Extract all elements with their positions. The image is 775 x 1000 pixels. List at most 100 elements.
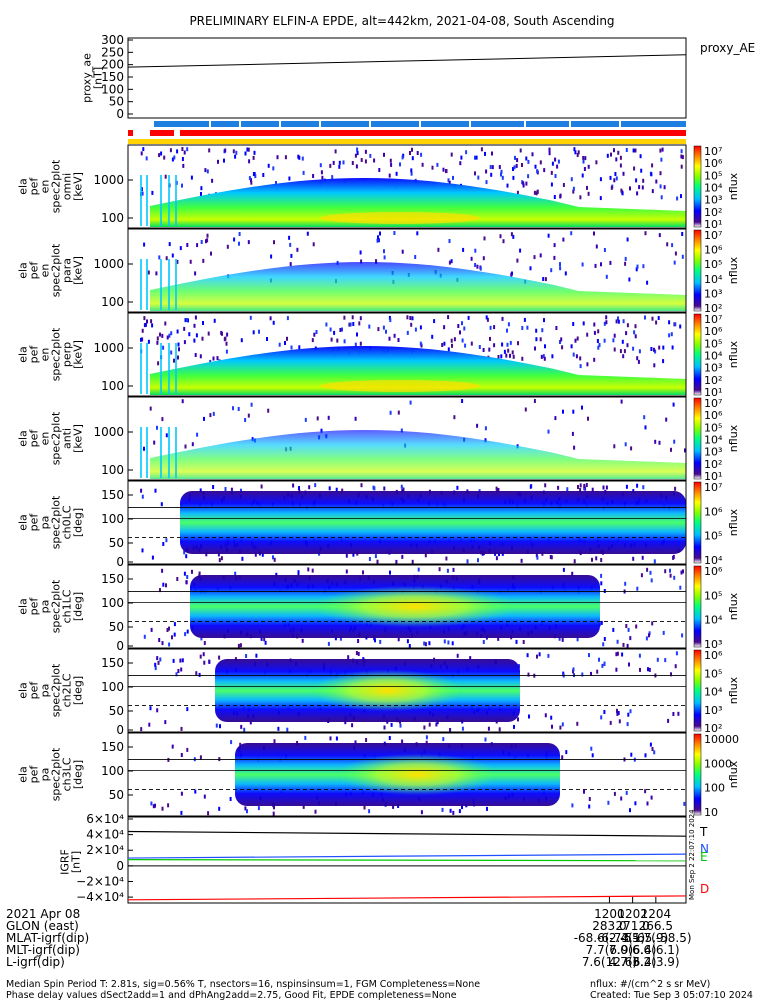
noise-pixel — [491, 151, 493, 156]
noise-pixel — [536, 169, 539, 174]
noise-pixel — [414, 327, 417, 332]
x-row-value: 266.5 — [639, 919, 673, 933]
noise-pixel — [196, 243, 199, 248]
noise-pixel — [208, 148, 211, 153]
ylabel-line: [deg] — [72, 592, 85, 621]
energy-band — [150, 430, 686, 479]
noise-pixel — [470, 341, 473, 346]
colorbar-label: nflux — [727, 592, 740, 620]
noise-pixel — [581, 173, 584, 178]
noise-pixel — [573, 673, 575, 678]
noise-pixel — [516, 190, 519, 195]
noise-pixel — [572, 322, 575, 326]
colorbar-tick: 10¹ — [704, 218, 722, 231]
noise-pixel — [522, 183, 525, 188]
noise-pixel — [246, 147, 249, 152]
igrf-tick-label: 2×10⁴ — [86, 843, 124, 857]
noise-pixel — [603, 248, 606, 252]
noise-pixel — [562, 183, 565, 187]
noise-pixel — [168, 626, 170, 631]
noise-pixel — [536, 555, 539, 560]
noise-pixel — [478, 345, 481, 349]
pitch-angle-hotspot — [311, 669, 464, 712]
noise-pixel — [433, 319, 436, 324]
noise-pixel — [551, 724, 553, 729]
colorbar-tick: 10⁶ — [704, 325, 723, 338]
noise-pixel — [157, 660, 160, 665]
noise-pixel — [447, 178, 450, 183]
colorbar-tick: 10⁶ — [704, 409, 723, 422]
noise-pixel — [672, 402, 675, 407]
noise-pixel — [183, 550, 186, 555]
noise-pixel — [201, 336, 204, 341]
ae-tick-label: 0 — [116, 107, 124, 121]
noise-pixel — [658, 440, 661, 445]
colorbar-tick: 10⁶ — [704, 157, 723, 170]
noise-pixel — [438, 567, 441, 572]
noise-pixel — [487, 726, 490, 731]
noise-pixel — [249, 720, 252, 725]
noise-pixel — [595, 244, 598, 249]
noise-pixel — [605, 485, 608, 490]
noise-pixel — [436, 162, 439, 167]
noise-pixel — [187, 318, 189, 323]
noise-pixel — [525, 156, 528, 161]
noise-pixel — [377, 327, 380, 332]
noise-pixel — [161, 333, 164, 338]
noise-pixel — [659, 184, 662, 189]
noise-pixel — [553, 255, 556, 260]
ylabel-line: anti — [61, 428, 74, 449]
ylabel-line: ela — [17, 430, 30, 447]
noise-pixel — [383, 249, 385, 254]
noise-pixel — [502, 239, 505, 244]
y-tick-label: 100 — [101, 680, 124, 694]
noise-pixel — [273, 805, 275, 810]
noise-pixel — [147, 270, 150, 275]
noise-pixel — [316, 416, 319, 421]
noise-pixel — [630, 752, 633, 757]
noise-pixel — [628, 277, 631, 282]
noise-pixel — [505, 353, 508, 358]
noise-pixel — [644, 425, 647, 430]
noise-pixel — [627, 627, 630, 632]
noise-pixel — [524, 407, 527, 412]
noise-pixel — [635, 267, 638, 272]
noise-pixel — [313, 332, 316, 337]
noise-pixel — [633, 166, 636, 171]
x-row-value: 7.6(12.6) — [582, 955, 637, 969]
noise-pixel — [512, 234, 515, 239]
noise-pixel — [383, 725, 386, 730]
noise-pixel — [620, 796, 623, 801]
noise-pixel — [399, 723, 402, 728]
noise-pixel — [599, 177, 602, 182]
noise-pixel — [600, 715, 603, 720]
noise-pixel — [177, 342, 180, 347]
noise-pixel — [653, 363, 656, 368]
noise-pixel — [662, 345, 665, 350]
noise-pixel — [554, 416, 557, 421]
noise-pixel — [360, 158, 363, 162]
noise-pixel — [160, 151, 163, 156]
noise-pixel — [551, 354, 554, 359]
noise-pixel — [562, 409, 564, 414]
noise-pixel — [334, 149, 337, 154]
noise-pixel — [456, 485, 459, 490]
noise-pixel — [500, 354, 503, 359]
y-tick-label: 150 — [101, 572, 124, 586]
noise-pixel — [302, 804, 305, 809]
noise-pixel — [641, 555, 644, 560]
noise-pixel — [263, 637, 266, 642]
noise-pixel — [354, 740, 357, 745]
noise-pixel — [453, 415, 456, 420]
noise-pixel — [229, 797, 232, 801]
noise-pixel — [684, 448, 686, 453]
noise-pixel — [166, 335, 169, 340]
noise-pixel — [669, 568, 671, 573]
ylabel-line: pa — [39, 600, 52, 614]
noise-pixel — [239, 742, 242, 747]
noise-pixel — [270, 254, 273, 259]
noise-pixel — [681, 633, 684, 638]
colorbar — [693, 313, 702, 396]
colorbar-tick: 10² — [704, 374, 722, 387]
noise-pixel — [341, 327, 343, 332]
